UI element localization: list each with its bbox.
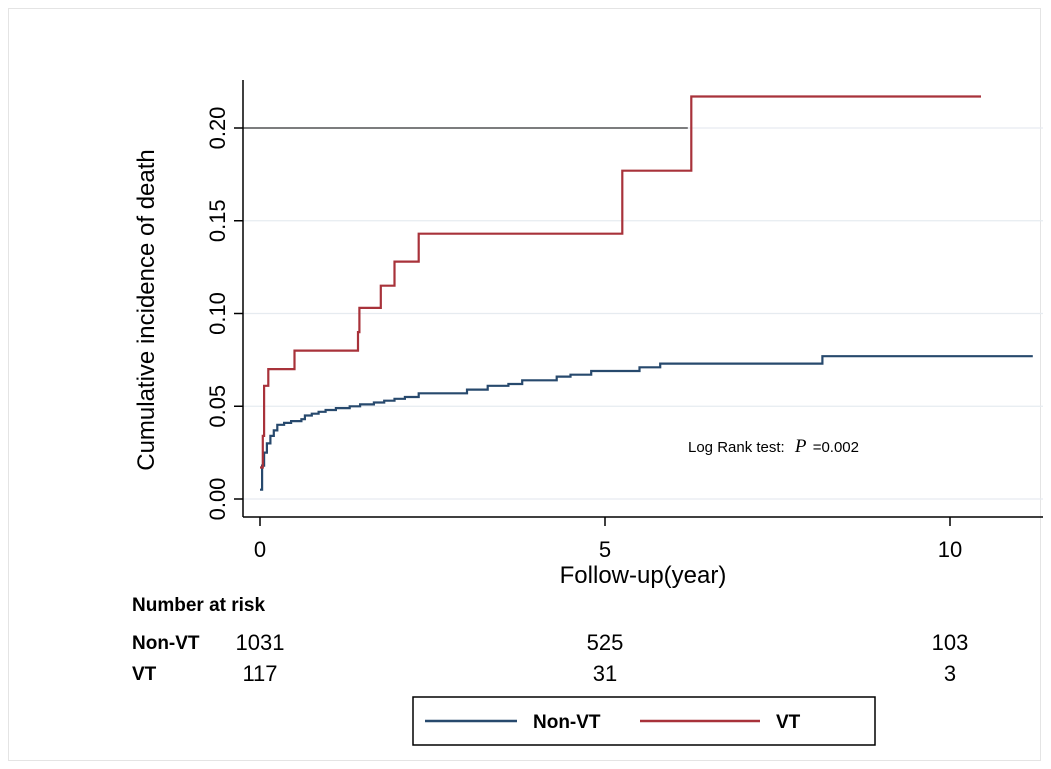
series-line-vt — [260, 95, 981, 469]
number-at-risk-title: Number at risk — [132, 595, 265, 616]
y-tick-label-3: 0.15 — [205, 199, 230, 242]
x-tick-label-2: 10 — [938, 537, 962, 562]
legend-label-vt: VT — [776, 712, 801, 733]
risk-count-non-vt-5: 525 — [587, 630, 624, 655]
risk-count-non-vt-0: 1031 — [236, 630, 285, 655]
legend-label-non-vt: Non-VT — [533, 712, 601, 733]
risk-count-vt-0: 117 — [242, 661, 277, 686]
axis-layer: 0.00 0.05 0.10 0.15 0.20 0 5 10 — [205, 80, 1043, 562]
series-line-non-vt — [260, 355, 1033, 491]
grid-layer — [243, 127, 1043, 500]
x-tick-label-0: 0 — [254, 537, 266, 562]
log-rank-label: Log Rank test: — [688, 439, 785, 456]
legend: Non-VT VT — [412, 696, 876, 746]
log-rank-annotation: Log Rank test: P =0.002 — [688, 436, 859, 457]
y-tick-label-2: 0.10 — [205, 292, 230, 335]
risk-row-label-non-vt: Non-VT — [132, 633, 200, 654]
p-symbol: P — [794, 436, 807, 457]
risk-count-vt-10: 3 — [944, 661, 956, 686]
series-layer — [260, 95, 1033, 491]
risk-count-vt-5: 31 — [593, 661, 617, 686]
y-tick-label-0: 0.00 — [205, 478, 230, 521]
risk-row-label-vt: VT — [132, 664, 157, 685]
y-tick-label-4: 0.20 — [205, 107, 230, 150]
number-at-risk-table: Non-VT 1031 525 103 VT 117 31 3 — [132, 630, 968, 686]
p-value: =0.002 — [813, 439, 859, 456]
y-axis-title: Cumulative incidence of death — [133, 149, 160, 471]
x-tick-label-1: 5 — [599, 537, 611, 562]
y-tick-label-1: 0.05 — [205, 385, 230, 428]
risk-count-non-vt-10: 103 — [932, 630, 969, 655]
x-axis-title: Follow-up(year) — [560, 562, 727, 589]
figure-frame — [8, 8, 1041, 761]
